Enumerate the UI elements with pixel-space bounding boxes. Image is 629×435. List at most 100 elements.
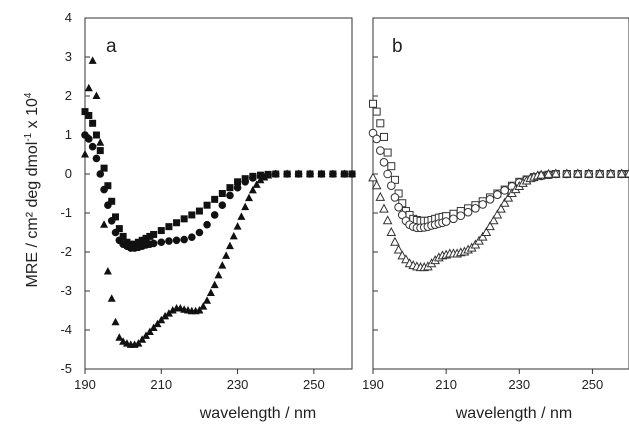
data-point: [393, 244, 404, 254]
data-point: [138, 335, 147, 343]
data-point: [123, 238, 131, 246]
data-point: [111, 317, 120, 326]
data-point: [376, 119, 385, 128]
data-point: [369, 99, 377, 108]
data-point: [222, 251, 231, 259]
data-point: [88, 142, 97, 151]
x-tick-label: 250: [582, 377, 604, 392]
x-tick-label: 190: [74, 377, 96, 392]
data-point: [481, 226, 492, 236]
data-point: [92, 131, 100, 139]
data-point: [195, 207, 203, 215]
data-point: [81, 150, 89, 158]
data-point: [376, 146, 385, 155]
data-point: [249, 174, 257, 182]
data-point: [252, 180, 261, 188]
data-point: [111, 228, 120, 237]
data-point: [449, 214, 458, 224]
data-point: [375, 191, 386, 201]
series-3: [368, 168, 629, 272]
data-point: [348, 169, 356, 177]
y-axis-label: MRE / cm² deg dmol-1 x 104: [23, 92, 41, 287]
y-tick-label: -2: [60, 244, 72, 259]
data-point: [233, 183, 242, 192]
data-point: [134, 238, 142, 246]
data-point: [104, 201, 112, 209]
data-point: [203, 201, 211, 209]
x-tick-label: 230: [508, 377, 530, 392]
data-point: [390, 175, 399, 184]
y-tick-label: -3: [60, 283, 72, 298]
x-tick-label: 230: [227, 377, 249, 392]
data-point: [245, 193, 254, 202]
x-tick-label: 210: [150, 377, 172, 392]
data-point: [134, 339, 143, 347]
data-point: [379, 203, 389, 213]
data-point: [397, 250, 408, 260]
panel-b-data-points: [368, 99, 629, 272]
panel-a-label: a: [106, 36, 117, 57]
data-point: [131, 240, 139, 248]
data-point: [368, 172, 378, 182]
data-point: [229, 231, 238, 240]
data-point: [85, 135, 93, 143]
data-point: [96, 147, 104, 155]
panel-b-frame: [372, 17, 629, 370]
series-1: [81, 108, 356, 248]
data-point: [218, 201, 227, 209]
data-point: [150, 230, 158, 238]
data-point: [85, 112, 93, 119]
panel-a-x-axis-label: wavelength / nm: [199, 405, 317, 422]
panel-b: b 190 210 230 250 wavelength / nm: [362, 17, 629, 422]
data-point: [616, 168, 627, 178]
data-point: [471, 204, 480, 213]
y-tick-label: -4: [60, 322, 72, 337]
data-point: [112, 213, 120, 221]
y-tick-label: 4: [65, 10, 72, 25]
panel-a-frame: [84, 17, 353, 370]
data-point: [340, 169, 349, 177]
data-point: [551, 168, 561, 178]
data-point: [383, 148, 392, 157]
data-point: [493, 190, 502, 199]
data-point: [188, 211, 196, 219]
data-point: [157, 227, 165, 235]
data-point: [165, 223, 173, 231]
y-tick-label: -1: [60, 205, 72, 220]
series-1: [369, 99, 629, 225]
data-point: [456, 211, 466, 221]
data-point: [256, 175, 265, 184]
data-point: [379, 158, 389, 167]
data-point: [172, 236, 181, 245]
panel-a-data-points: [81, 56, 356, 348]
x-tick-label: 190: [362, 377, 384, 392]
data-point: [390, 193, 400, 202]
data-point: [115, 225, 123, 233]
data-point: [180, 215, 188, 223]
data-point: [496, 203, 506, 213]
data-point: [594, 168, 605, 178]
data-point: [488, 215, 499, 225]
data-point: [234, 178, 242, 186]
data-point: [92, 91, 101, 99]
data-point: [485, 195, 495, 204]
data-point: [561, 168, 572, 178]
data-point: [100, 220, 109, 228]
data-point: [210, 280, 219, 289]
data-point: [100, 185, 108, 194]
data-point: [145, 327, 154, 335]
data-point: [394, 202, 403, 212]
data-point: [226, 191, 234, 200]
data-point: [233, 222, 242, 230]
data-point: [88, 56, 97, 64]
panel-a-y-ticks: 4 3 2 1 0 -1 -2 -3 -4 -5: [60, 10, 90, 376]
data-point: [180, 235, 188, 244]
data-point: [92, 154, 101, 163]
data-point: [96, 138, 105, 146]
data-point: [386, 181, 396, 190]
data-point: [203, 296, 212, 304]
data-point: [164, 309, 173, 317]
data-point: [390, 236, 400, 246]
